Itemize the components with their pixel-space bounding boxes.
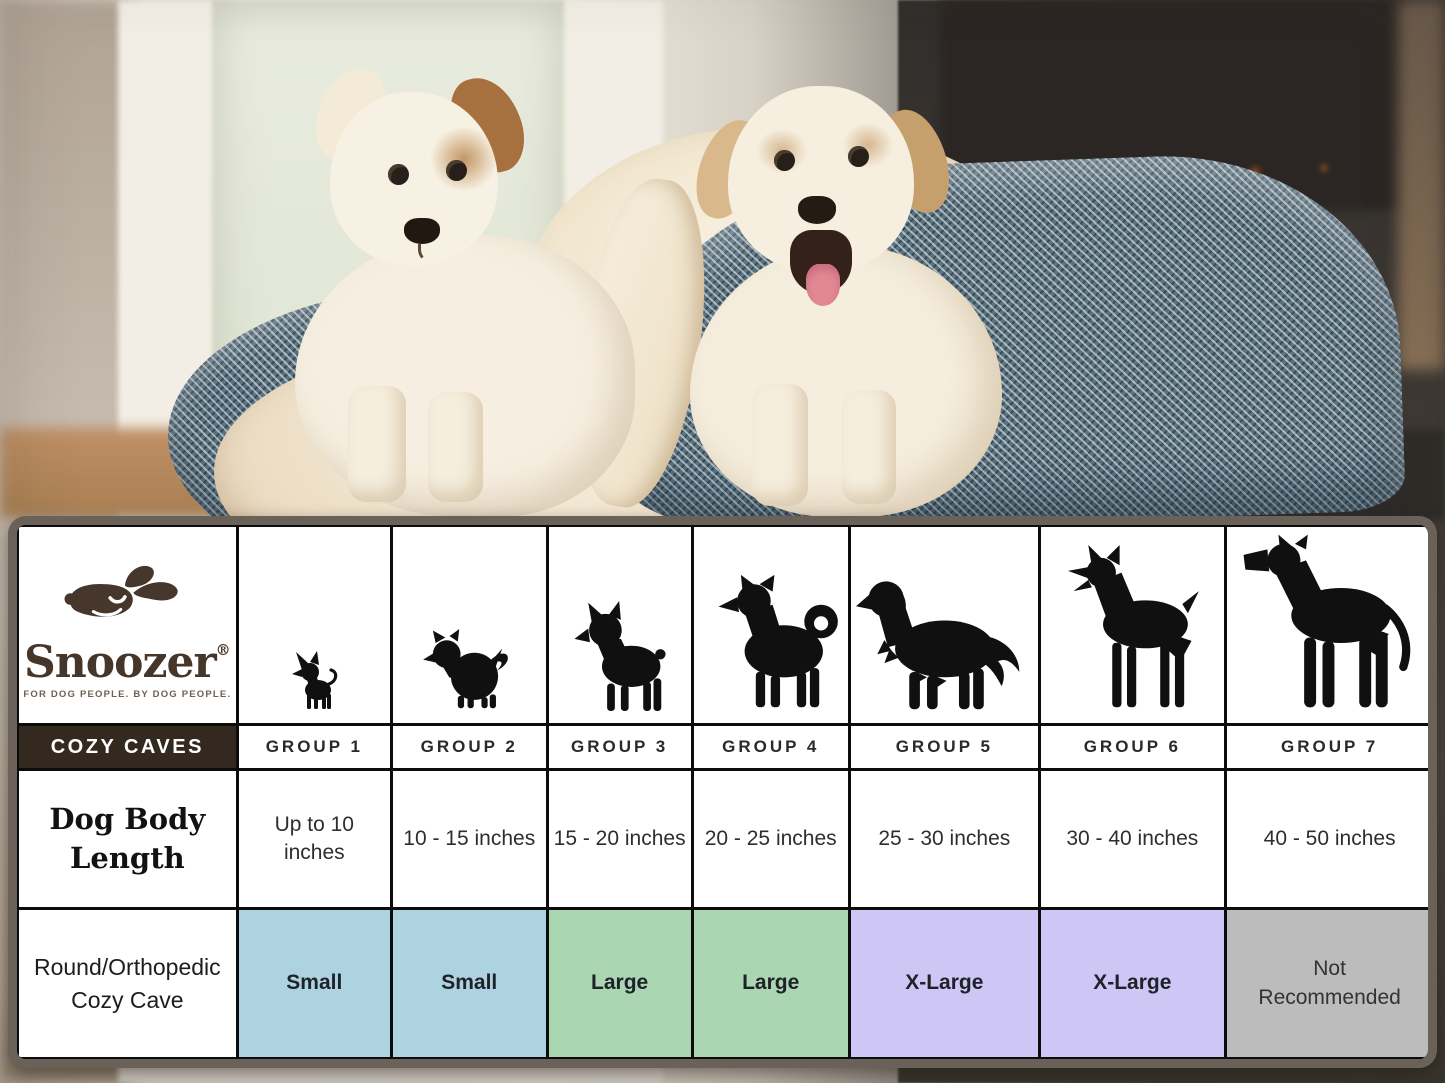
pomeranian-silhouette-icon bbox=[423, 629, 509, 709]
right-dog-eye bbox=[848, 146, 869, 167]
snoozer-dog-logo-icon bbox=[64, 565, 178, 617]
chihuahua-silhouette-icon bbox=[292, 651, 338, 709]
right-dog-tongue bbox=[806, 264, 840, 306]
left-dog-eye bbox=[446, 160, 467, 181]
right-dog-front-leg bbox=[842, 390, 896, 504]
group5-length: 25 - 30 inches bbox=[850, 771, 1038, 907]
series-label: COZY CAVES bbox=[50, 735, 204, 758]
group3-header: GROUP 3 bbox=[548, 726, 691, 768]
group6-length: 30 - 40 inches bbox=[1040, 771, 1224, 907]
left-dog-eye bbox=[388, 164, 409, 185]
doberman-silhouette-icon bbox=[1067, 545, 1199, 708]
group5-size: X-Large bbox=[850, 910, 1038, 1057]
series-header-cell: COZY CAVES bbox=[19, 726, 236, 768]
length-row-label: Dog Body Length bbox=[19, 771, 236, 907]
group3-dog-cell bbox=[548, 527, 691, 723]
left-dog-front-leg bbox=[348, 386, 406, 502]
photo-pillar-right bbox=[1398, 0, 1445, 370]
group6-dog-cell bbox=[1040, 527, 1224, 723]
group6-header: GROUP 6 bbox=[1040, 726, 1224, 768]
left-dog-front-leg bbox=[428, 392, 483, 502]
brand-logo-cell: Snoozer® FOR DOG PEOPLE. BY DOG PEOPLE. bbox=[19, 527, 236, 723]
akita-silhouette-icon bbox=[718, 574, 838, 708]
great-dane-silhouette-icon bbox=[1243, 534, 1410, 708]
group3-size: Large bbox=[548, 910, 691, 1057]
left-dog-nose bbox=[404, 218, 440, 244]
sizing-table-frame: Snoozer® FOR DOG PEOPLE. BY DOG PEOPLE. bbox=[8, 516, 1437, 1068]
group5-dog-cell bbox=[850, 527, 1038, 723]
group4-dog-cell bbox=[693, 527, 848, 723]
group2-size: Small bbox=[392, 910, 546, 1057]
registered-mark: ® bbox=[215, 640, 231, 659]
group1-size: Small bbox=[238, 910, 390, 1057]
left-dog-mouth bbox=[418, 244, 434, 262]
group3-length: 15 - 20 inches bbox=[548, 771, 691, 907]
sizing-table: Snoozer® FOR DOG PEOPLE. BY DOG PEOPLE. bbox=[17, 525, 1428, 1059]
group4-length: 20 - 25 inches bbox=[693, 771, 848, 907]
left-dog-eye-patch bbox=[430, 126, 498, 192]
group6-size: X-Large bbox=[1040, 910, 1224, 1057]
brand-tagline: FOR DOG PEOPLE. BY DOG PEOPLE. bbox=[23, 688, 232, 700]
group2-header: GROUP 2 bbox=[392, 726, 546, 768]
right-dog-front-leg bbox=[752, 384, 808, 506]
group1-header: GROUP 1 bbox=[238, 726, 390, 768]
group2-length: 10 - 15 inches bbox=[392, 771, 546, 907]
group7-dog-cell bbox=[1226, 527, 1428, 723]
group7-size: Not Recommended bbox=[1226, 910, 1428, 1057]
boston-terrier-silhouette-icon bbox=[574, 601, 667, 711]
group2-dog-cell bbox=[392, 527, 546, 723]
group1-dog-cell bbox=[238, 527, 390, 723]
right-dog-eye bbox=[774, 150, 795, 171]
golden-retriever-silhouette-icon bbox=[855, 581, 1019, 710]
group5-header: GROUP 5 bbox=[850, 726, 1038, 768]
group1-length: Up to 10 inches bbox=[238, 771, 390, 907]
group4-size: Large bbox=[693, 910, 848, 1057]
brand-wordmark: Snoozer® bbox=[24, 636, 231, 688]
right-dog-nose bbox=[798, 196, 836, 224]
group7-length: 40 - 50 inches bbox=[1226, 771, 1428, 907]
product-row-label: Round/Orthopedic Cozy Cave bbox=[19, 910, 236, 1057]
group7-header: GROUP 7 bbox=[1226, 726, 1428, 768]
group4-header: GROUP 4 bbox=[693, 726, 848, 768]
